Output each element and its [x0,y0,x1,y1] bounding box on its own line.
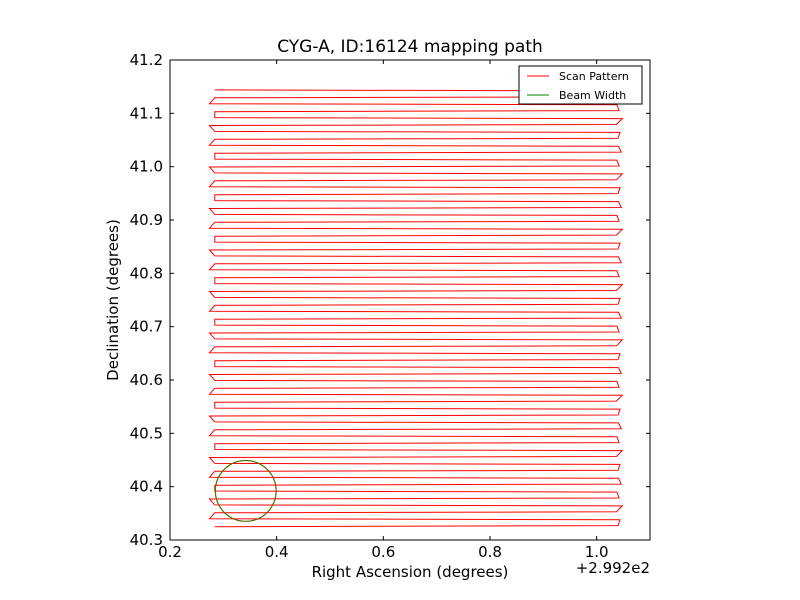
y-tick-label: 40.8 [130,264,163,282]
x-tick-label: 0.8 [478,543,502,561]
y-tick-label: 40.6 [130,371,163,389]
plot-area [208,89,624,528]
y-tick-label: 40.3 [130,531,163,549]
legend-label-scan-pattern: Scan Pattern [559,70,629,83]
legend: Scan Pattern Beam Width [518,65,643,105]
x-tick-label: 0.4 [265,543,289,561]
y-tick-label: 41.0 [130,158,163,176]
legend-label-beam-width: Beam Width [559,89,626,102]
y-tick-label: 40.9 [130,211,163,229]
x-axis-label: Right Ascension (degrees) [312,563,509,581]
x-tick-label: 0.2 [158,543,182,561]
legend-box [518,65,643,105]
y-tick-label: 40.4 [130,478,163,496]
chart-title: CYG-A, ID:16124 mapping path [277,37,543,57]
x-axis-offset-label: +2.992e2 [576,559,650,577]
scan-pattern-line [208,89,624,528]
y-tick-label: 41.2 [130,51,163,69]
y-axis-label: Declination (degrees) [104,219,122,381]
beam-width-circle [214,459,277,522]
x-tick-label: 0.6 [371,543,395,561]
plot-frame [169,59,651,541]
y-tick-label: 40.7 [130,318,163,336]
y-axis-ticks: 40.3 40.4 40.5 40.6 40.7 40.8 40.9 41.0 41.1 41.2 [130,51,650,549]
x-tick-label: 1.0 [585,543,609,561]
x-axis-ticks: 0.2 0.4 0.6 0.8 1.0 [158,60,609,561]
y-tick-label: 40.5 [130,424,163,442]
y-tick-label: 41.1 [130,104,163,122]
